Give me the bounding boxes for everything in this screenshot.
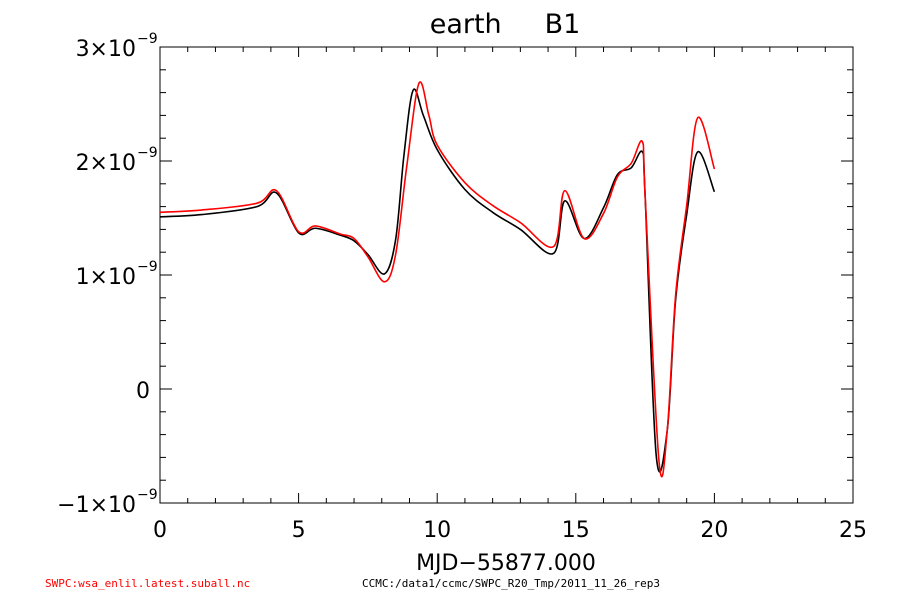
plot-lines <box>159 81 716 478</box>
plot-frame <box>159 46 854 504</box>
chart-title: earth B1 <box>430 9 581 40</box>
y-tick-mantissa: 2×10 <box>76 151 136 176</box>
x-tick-label: 20 <box>700 518 728 543</box>
y-tick-mantissa: 3×10 <box>76 37 136 62</box>
x-tick-label: 25 <box>839 518 867 543</box>
footer-source-file: SWPC:wsa_enlil.latest.suball.nc <box>45 577 251 590</box>
series-line-1 <box>159 81 716 478</box>
x-tick-label: 5 <box>292 518 306 543</box>
x-axis-label: MJD−55877.000 <box>416 551 596 576</box>
x-axis: 0 5 10 15 20 25 <box>153 47 867 543</box>
y-tick-exponent: −9 <box>137 259 158 275</box>
y-axis: −1×10 −901×10 −92×10 −93×10 −9 <box>57 31 853 518</box>
y-tick-label: 1×10 <box>76 265 136 290</box>
y-tick-label: 2×10 <box>76 151 136 176</box>
y-tick-mantissa: 1×10 <box>76 265 136 290</box>
y-tick-label: 3×10 <box>76 37 136 62</box>
y-tick-exponent: −9 <box>137 487 158 503</box>
x-tick-label: 0 <box>153 518 167 543</box>
y-tick-exponent: −9 <box>137 31 158 47</box>
y-tick-exponent: −9 <box>137 145 158 161</box>
y-tick-mantissa: 0 <box>136 379 150 404</box>
y-tick-label: −1×10 <box>57 493 136 518</box>
x-tick-label: 10 <box>423 518 451 543</box>
y-tick-mantissa: −1×10 <box>57 493 136 518</box>
x-tick-label: 15 <box>562 518 590 543</box>
y-tick-label: 0 <box>136 379 150 404</box>
footer-path: CCMC:/data1/ccmc/SWPC_R20_Tmp/2011_11_26… <box>362 577 661 590</box>
